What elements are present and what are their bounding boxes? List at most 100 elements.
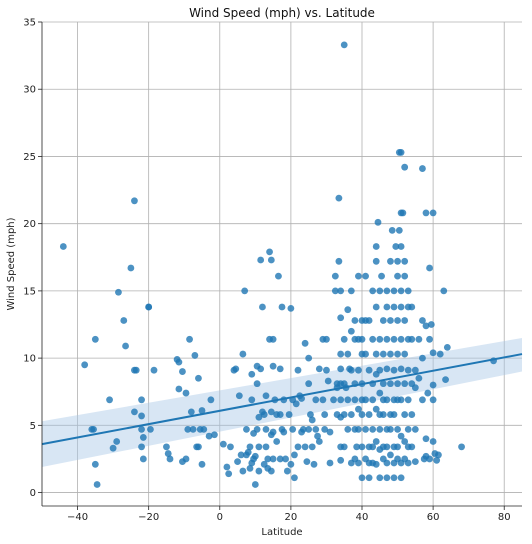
- data-point: [379, 317, 387, 324]
- data-point: [195, 374, 202, 382]
- x-tick-label: −20: [138, 512, 159, 523]
- data-point: [401, 411, 409, 418]
- data-point: [436, 350, 444, 358]
- data-point: [301, 339, 309, 347]
- data-point: [376, 366, 384, 374]
- data-point: [344, 425, 352, 433]
- data-point: [335, 194, 343, 202]
- data-point: [319, 396, 327, 404]
- data-point: [244, 448, 252, 456]
- x-axis-title: Latitude: [261, 527, 302, 538]
- data-point: [390, 474, 398, 482]
- x-tick-label: 40: [356, 512, 369, 523]
- data-point: [175, 358, 183, 366]
- data-point: [187, 408, 195, 416]
- data-point: [401, 350, 409, 358]
- data-point: [262, 425, 270, 433]
- data-point: [401, 272, 409, 280]
- data-point: [419, 317, 426, 324]
- data-point: [340, 335, 348, 343]
- data-point: [353, 443, 361, 451]
- data-point: [246, 464, 254, 472]
- data-point: [372, 350, 380, 358]
- data-point: [255, 443, 263, 451]
- data-point: [330, 396, 337, 404]
- data-point: [426, 335, 433, 343]
- data-point: [383, 365, 391, 373]
- data-point: [278, 303, 286, 311]
- data-point: [323, 335, 330, 343]
- data-point: [426, 264, 433, 272]
- data-point: [132, 366, 140, 374]
- data-point: [442, 376, 449, 384]
- data-point: [415, 374, 423, 382]
- data-point: [164, 450, 172, 457]
- data-point: [90, 425, 97, 433]
- data-point: [186, 335, 193, 343]
- data-point: [369, 443, 377, 451]
- data-point: [287, 460, 295, 468]
- data-point: [394, 443, 401, 451]
- data-point: [387, 380, 394, 388]
- data-point: [415, 335, 423, 343]
- data-point: [179, 368, 186, 375]
- data-point: [262, 392, 270, 400]
- data-point: [429, 349, 437, 357]
- data-point: [235, 392, 243, 400]
- data-point: [435, 451, 442, 459]
- data-point: [198, 460, 206, 468]
- grid: [42, 21, 522, 506]
- data-point: [131, 197, 138, 205]
- data-point: [399, 209, 407, 217]
- data-point: [351, 317, 359, 324]
- data-point: [289, 425, 297, 433]
- data-point: [219, 440, 227, 448]
- data-point: [397, 396, 405, 404]
- data-point: [139, 455, 147, 463]
- data-point: [273, 438, 281, 445]
- data-point: [369, 287, 377, 295]
- data-point: [337, 314, 345, 322]
- data-point: [429, 381, 437, 389]
- data-point: [376, 287, 384, 295]
- data-point: [397, 243, 405, 250]
- data-point: [326, 428, 334, 436]
- data-point: [355, 459, 362, 467]
- data-point: [184, 425, 192, 433]
- data-point: [419, 354, 426, 362]
- x-tick-label: 20: [285, 512, 298, 523]
- data-point: [106, 396, 113, 404]
- data-point: [269, 428, 277, 436]
- data-point: [390, 303, 398, 311]
- data-point: [257, 256, 265, 264]
- data-point: [331, 272, 339, 280]
- data-point: [267, 467, 275, 475]
- data-point: [138, 396, 145, 404]
- data-point: [411, 366, 419, 374]
- data-point: [395, 226, 403, 234]
- data-point: [401, 163, 409, 171]
- x-tick-label: 0: [217, 512, 223, 523]
- data-point: [422, 435, 430, 443]
- y-tick-label: 0: [30, 488, 36, 499]
- data-point: [305, 354, 313, 362]
- data-point: [365, 474, 373, 482]
- data-point: [411, 384, 419, 392]
- x-tick-label: −40: [67, 512, 88, 523]
- data-point: [392, 243, 400, 250]
- data-point: [376, 389, 384, 397]
- data-point: [443, 343, 451, 351]
- data-point: [362, 272, 369, 280]
- data-point: [397, 432, 405, 440]
- data-point: [248, 396, 256, 404]
- data-point: [376, 335, 384, 343]
- data-point: [269, 335, 277, 343]
- data-point: [411, 425, 419, 433]
- data-point: [291, 451, 298, 459]
- data-point: [378, 272, 385, 280]
- data-point: [205, 432, 213, 440]
- data-point: [376, 474, 384, 482]
- y-axis-title: Wind Speed (mph): [6, 217, 17, 310]
- data-point: [276, 411, 284, 418]
